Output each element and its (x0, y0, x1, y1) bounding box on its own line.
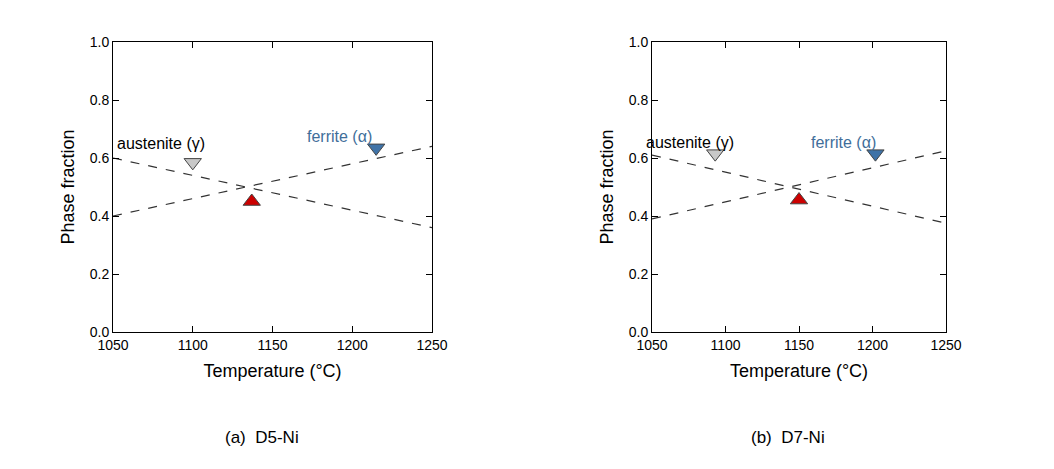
svg-text:Phase fraction: Phase fraction (58, 129, 78, 244)
svg-text:Temperature (°C): Temperature (°C) (730, 361, 868, 381)
svg-text:Temperature (°C): Temperature (°C) (203, 361, 341, 381)
svg-text:ferrite (α): ferrite (α) (307, 128, 372, 145)
svg-text:1200: 1200 (337, 337, 368, 353)
svg-text:1200: 1200 (857, 337, 888, 353)
svg-text:1050: 1050 (636, 337, 667, 353)
svg-text:1100: 1100 (178, 337, 208, 353)
svg-text:0.0: 0.0 (629, 324, 649, 340)
svg-text:Phase fraction: Phase fraction (597, 129, 617, 244)
svg-text:0.2: 0.2 (90, 266, 110, 282)
svg-text:1250: 1250 (416, 337, 447, 353)
svg-text:ferrite (α): ferrite (α) (811, 134, 876, 151)
svg-text:0.6: 0.6 (90, 150, 110, 166)
svg-text:0.8: 0.8 (629, 92, 649, 108)
svg-text:0.4: 0.4 (90, 208, 110, 224)
svg-text:(a) D5-Ni: (a) D5-Ni (225, 428, 299, 447)
svg-text:1250: 1250 (930, 337, 961, 353)
svg-text:1050: 1050 (97, 337, 128, 353)
svg-text:(b) D7-Ni: (b) D7-Ni (751, 428, 825, 447)
svg-text:0.8: 0.8 (90, 92, 110, 108)
svg-text:1150: 1150 (257, 337, 287, 353)
svg-text:1.0: 1.0 (90, 34, 110, 50)
svg-text:0.2: 0.2 (629, 266, 649, 282)
svg-text:1100: 1100 (710, 337, 740, 353)
svg-text:austenite (γ): austenite (γ) (117, 135, 205, 152)
svg-text:1150: 1150 (784, 337, 814, 353)
svg-text:1.0: 1.0 (629, 34, 649, 50)
svg-text:austenite (γ): austenite (γ) (646, 134, 734, 151)
svg-text:0.4: 0.4 (629, 208, 649, 224)
svg-text:0.0: 0.0 (90, 324, 110, 340)
svg-text:0.6: 0.6 (629, 150, 649, 166)
